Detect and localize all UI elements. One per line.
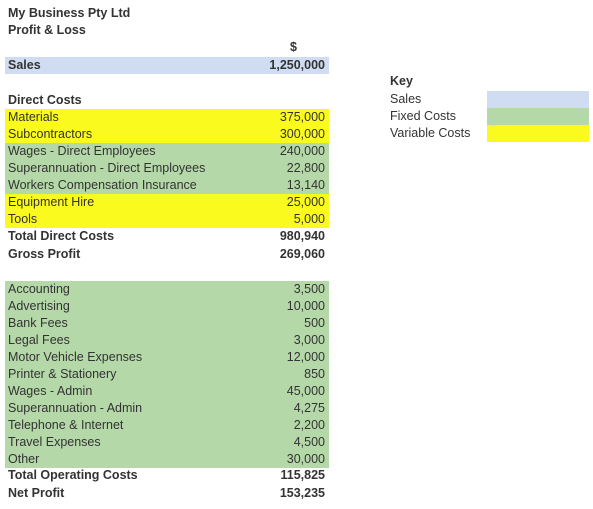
line-item-legal-fees: Legal Fees 3,000 [5, 332, 329, 349]
total-direct-costs-row: Total Direct Costs 980,940 [5, 228, 329, 245]
key-swatch-sales [487, 91, 589, 108]
line-item-value: 10,000 [286, 299, 325, 313]
line-item-value: 4,500 [293, 435, 325, 449]
line-item-value: 375,000 [279, 110, 325, 124]
line-item-label: Wages - Admin [8, 384, 93, 398]
line-item-value: 13,140 [286, 178, 325, 192]
line-item-other: Other 30,000 [5, 451, 329, 468]
line-item-value: 240,000 [279, 144, 325, 158]
line-item-label: Travel Expenses [8, 435, 101, 449]
line-item-workers-compensation-insurance: Workers Compensation Insurance 13,140 [5, 177, 329, 194]
line-item-value: 3,500 [293, 282, 325, 296]
line-item-tools: Tools 5,000 [5, 211, 329, 228]
total-operating-costs-label: Total Operating Costs [8, 468, 138, 482]
line-item-value: 500 [304, 316, 325, 330]
line-item-printer-stationery: Printer & Stationery 850 [5, 366, 329, 383]
gross-profit-value: 269,060 [279, 247, 325, 261]
line-item-label: Other [8, 452, 40, 466]
line-item-label: Printer & Stationery [8, 367, 117, 381]
line-item-value: 3,000 [293, 333, 325, 347]
net-profit-value: 153,235 [279, 486, 325, 500]
line-item-label: Telephone & Internet [8, 418, 124, 432]
line-item-label: Subcontractors [8, 127, 93, 141]
line-item-motor-vehicle-expenses: Motor Vehicle Expenses 12,000 [5, 349, 329, 366]
sales-value: 1,250,000 [269, 58, 325, 72]
total-direct-costs-label: Total Direct Costs [8, 229, 115, 243]
line-item-subcontractors: Subcontractors 300,000 [5, 126, 329, 143]
line-item-equipment-hire: Equipment Hire 25,000 [5, 194, 329, 211]
key-swatch-variable-costs [487, 125, 589, 142]
company-name: My Business Pty Ltd [8, 6, 131, 20]
line-item-accounting: Accounting 3,500 [5, 281, 329, 298]
line-item-wages-admin: Wages - Admin 45,000 [5, 383, 329, 400]
line-item-wages-direct-employees: Wages - Direct Employees 240,000 [5, 143, 329, 160]
net-profit-row: Net Profit 153,235 [5, 485, 329, 502]
line-item-materials: Materials 375,000 [5, 109, 329, 126]
line-item-value: 25,000 [286, 195, 325, 209]
total-direct-costs-value: 980,940 [279, 229, 325, 243]
total-operating-costs-value: 115,825 [280, 468, 326, 482]
line-item-value: 22,800 [286, 161, 325, 175]
total-operating-costs-row: Total Operating Costs 115,825 [5, 467, 329, 484]
line-item-value: 5,000 [293, 212, 325, 226]
line-item-bank-fees: Bank Fees 500 [5, 315, 329, 332]
key-label-variable-costs: Variable Costs [390, 126, 471, 140]
line-item-value: 45,000 [286, 384, 325, 398]
report-title: Profit & Loss [8, 23, 86, 37]
key-swatch-fixed-costs [487, 108, 589, 125]
line-item-label: Advertising [8, 299, 70, 313]
key-label-sales: Sales [390, 92, 422, 106]
line-item-advertising: Advertising 10,000 [5, 298, 329, 315]
line-item-label: Legal Fees [8, 333, 70, 347]
line-item-label: Wages - Direct Employees [8, 144, 156, 158]
line-item-value: 850 [304, 367, 325, 381]
line-item-label: Equipment Hire [8, 195, 95, 209]
direct-costs-heading: Direct Costs [8, 93, 82, 107]
line-item-label: Workers Compensation Insurance [8, 178, 197, 192]
line-item-value: 300,000 [279, 127, 325, 141]
key-label-fixed-costs: Fixed Costs [390, 109, 456, 123]
key-title: Key [390, 74, 413, 88]
line-item-label: Superannuation - Admin [8, 401, 143, 415]
line-item-label: Motor Vehicle Expenses [8, 350, 143, 364]
line-item-travel-expenses: Travel Expenses 4,500 [5, 434, 329, 451]
line-item-value: 12,000 [286, 350, 325, 364]
line-item-value: 4,275 [293, 401, 325, 415]
line-item-label: Bank Fees [8, 316, 68, 330]
sales-row: Sales 1,250,000 [5, 57, 329, 74]
sales-label: Sales [8, 58, 41, 72]
line-item-value: 30,000 [286, 452, 325, 466]
line-item-label: Superannuation - Direct Employees [8, 161, 206, 175]
line-item-label: Accounting [8, 282, 70, 296]
line-item-value: 2,200 [293, 418, 325, 432]
gross-profit-label: Gross Profit [8, 247, 81, 261]
currency-header: $ [290, 40, 297, 54]
net-profit-label: Net Profit [8, 486, 65, 500]
line-item-superannuation-direct-employees: Superannuation - Direct Employees 22,800 [5, 160, 329, 177]
line-item-label: Tools [8, 212, 38, 226]
line-item-label: Materials [8, 110, 59, 124]
line-item-superannuation-admin: Superannuation - Admin 4,275 [5, 400, 329, 417]
line-item-telephone-internet: Telephone & Internet 2,200 [5, 417, 329, 434]
gross-profit-row: Gross Profit 269,060 [5, 246, 329, 263]
